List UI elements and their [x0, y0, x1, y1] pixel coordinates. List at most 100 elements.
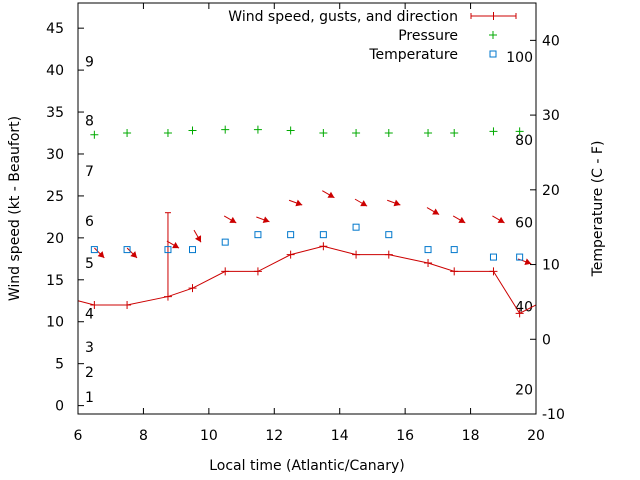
beaufort-label: 5 [85, 256, 94, 272]
wind-speed-point [450, 267, 459, 276]
wind-speed-point [286, 250, 295, 259]
legend-swatch-pressure [489, 31, 497, 39]
y-tick-label: 10 [46, 315, 64, 331]
wind-direction-arrowhead [172, 242, 180, 249]
y-tick-label: 20 [46, 231, 64, 247]
wind-direction-arrowhead [393, 199, 401, 207]
fahrenheit-label: 60 [515, 216, 533, 232]
y-tick-label: 15 [46, 273, 64, 289]
legend-label: Temperature [368, 47, 458, 63]
temperature-point [516, 253, 524, 261]
x-tick-label: 6 [74, 428, 83, 444]
wind-direction-arrowhead [194, 235, 202, 243]
wind-direction-arrowhead [229, 216, 237, 223]
fahrenheit-label: 20 [515, 382, 533, 398]
y2-tick-label: 0 [542, 332, 551, 348]
beaufort-label: 6 [85, 214, 94, 230]
fahrenheit-label: 100 [506, 50, 533, 66]
pressure-point [319, 129, 328, 138]
beaufort-label: 1 [85, 390, 94, 406]
beaufort-label: 3 [85, 340, 94, 356]
temperature-point [319, 231, 327, 239]
pressure-point [253, 125, 262, 134]
wind-speed-point [384, 250, 393, 259]
wind-speed-point [352, 250, 361, 259]
temperature-point [189, 246, 196, 254]
wind-speed-point [221, 267, 230, 276]
x-tick-label: 12 [265, 428, 283, 444]
x-tick-label: 16 [396, 428, 414, 444]
y2-tick-label: 40 [542, 33, 560, 49]
legend-label: Wind speed, gusts, and direction [228, 9, 458, 25]
wind-direction-arrowhead [497, 216, 505, 223]
wind-direction-arrowhead [327, 191, 335, 198]
wind-direction-arrowhead [360, 200, 368, 207]
wind-speed-point [188, 284, 197, 293]
pressure-point [163, 129, 172, 138]
wind-direction-arrowhead [295, 199, 303, 207]
legend: Wind speed, gusts, and direction Pressure… [228, 9, 517, 63]
data-layer [77, 125, 537, 318]
wind-speed-point [90, 300, 99, 309]
x-tick-label: 8 [139, 428, 148, 444]
y-tick-label: 45 [46, 21, 64, 37]
temperature-point [352, 223, 360, 231]
x-axis-label: Local time (Atlantic/Canary) [209, 458, 405, 474]
y-tick-label: 0 [55, 399, 64, 415]
temperature-point [489, 253, 497, 261]
temperature-point [90, 246, 98, 254]
y2-tick-label: 20 [542, 183, 560, 199]
pressure-point [424, 129, 433, 138]
temperature-point [287, 231, 295, 239]
legend-swatch-temperature [489, 50, 497, 58]
legend-swatch-wind-marks [470, 12, 517, 20]
y-tick-label: 25 [46, 189, 64, 205]
wind-direction-arrowhead [458, 216, 466, 223]
wind-direction-arrowhead [97, 251, 105, 258]
pressure-point [450, 129, 459, 138]
wind-direction-arrowhead [130, 251, 138, 258]
wind-direction-arrowhead [432, 208, 440, 215]
temperature-point [450, 246, 458, 254]
pressure-point [352, 129, 361, 138]
temperature-point [254, 231, 262, 239]
pressure-point [123, 129, 132, 138]
legend-label: Pressure [398, 28, 458, 44]
axes-layer: 6 8 10 12 14 16 18 20051015202530354045-1001020… [46, 3, 565, 444]
wind-speed-point [123, 300, 132, 309]
wind-speed-point [319, 242, 328, 251]
y2-axis-label: Temperature (C - F) [590, 141, 606, 278]
y-tick-label: 40 [46, 63, 64, 79]
pressure-point [221, 125, 230, 134]
x-tick-label: 18 [462, 428, 480, 444]
wind-speed-point [515, 309, 524, 318]
beaufort-label: 8 [85, 113, 94, 129]
y-tick-label: 5 [55, 357, 64, 373]
plot-frame [77, 2, 537, 415]
pressure-point [384, 129, 393, 138]
beaufort-label: 9 [85, 55, 94, 71]
wind-direction-arrowhead [262, 216, 270, 224]
pressure-point [489, 127, 498, 136]
wind-speed-point [489, 267, 498, 276]
beaufort-scale-labels: 1 2 3 4 5 6 7 8 9 [85, 55, 94, 407]
temperature-point [123, 246, 131, 254]
pressure-point [286, 126, 295, 135]
x-tick-label: 10 [200, 428, 218, 444]
beaufort-label: 7 [85, 164, 94, 180]
temperature-point [385, 231, 393, 239]
wind-speed-point [253, 267, 262, 276]
x-tick-label: 20 [527, 428, 545, 444]
wind-direction-arrowhead [524, 258, 532, 265]
y-tick-label: 35 [46, 105, 64, 121]
pressure-point [188, 126, 197, 135]
temperature-point [424, 246, 432, 254]
y2-tick-label: 30 [542, 108, 560, 124]
y-axis-label: Wind speed (kt - Beaufort) [7, 116, 23, 301]
temperature-point [221, 238, 229, 246]
temperature-point [164, 246, 172, 254]
x-tick-label: 14 [331, 428, 349, 444]
